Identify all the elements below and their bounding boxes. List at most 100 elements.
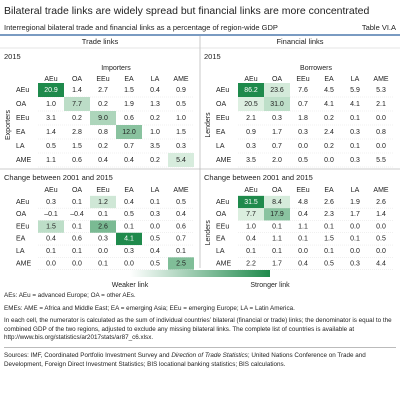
cell-shade — [168, 153, 194, 167]
cell-value: 0.0 — [376, 143, 386, 150]
cell-value: 7.7 — [246, 211, 256, 218]
cell-value: 0.5 — [150, 236, 160, 243]
cell-value: 0.0 — [98, 248, 108, 255]
cell-value: 3.5 — [150, 143, 160, 150]
legend-high: Stronger link — [250, 282, 290, 289]
cell-value: 0.1 — [72, 199, 82, 206]
figure: Bilateral trade links are widely spread … — [0, 5, 400, 289]
row-label: LA — [16, 248, 25, 255]
row-label: EEu — [16, 223, 29, 230]
column-header: EEu — [296, 76, 309, 83]
cell-value: 0.1 — [150, 199, 160, 206]
cell-value: 0.1 — [324, 248, 334, 255]
cell-value: 1.1 — [46, 157, 56, 164]
panel-heading: Trade links — [82, 37, 119, 46]
cell-value: 2.6 — [98, 223, 108, 230]
cell-shade — [264, 97, 290, 111]
cell-value: 7.6 — [298, 87, 308, 94]
row-label: EA — [16, 129, 26, 136]
legend-gradient — [130, 270, 270, 277]
cell-value: 0.0 — [350, 248, 360, 255]
cell-value: 0.8 — [376, 129, 386, 136]
cell-value: 0.3 — [350, 260, 360, 267]
note: EMEs: AME = Africa and Middle East; EA =… — [4, 304, 295, 312]
cell-value: 0.4 — [176, 211, 186, 218]
cell-value: 0.9 — [176, 87, 186, 94]
cell-shade — [64, 97, 90, 111]
cell-value: 0.2 — [150, 157, 160, 164]
row-label: AEu — [16, 199, 29, 206]
column-header: EA — [124, 76, 134, 83]
cell-value: 2.7 — [98, 87, 108, 94]
row-label: EA — [216, 236, 226, 243]
cell-shade — [238, 97, 264, 111]
cell-value: 31.0 — [270, 101, 284, 108]
notes: AEs: AEu = advanced Europe; OA = other A… — [4, 292, 396, 369]
cell-value: 2.8 — [72, 129, 82, 136]
cell-value: 0.6 — [72, 236, 82, 243]
side-label: Lenders — [205, 112, 212, 138]
cell-value: 0.4 — [150, 87, 160, 94]
cell-value: 86.2 — [244, 87, 258, 94]
cell-value: 2.2 — [246, 260, 256, 267]
cell-value: 20.5 — [244, 101, 258, 108]
cell-value: 0.6 — [72, 157, 82, 164]
cell-value: 1.0 — [176, 115, 186, 122]
cell-value: 0.7 — [298, 101, 308, 108]
cell-value: 8.4 — [272, 199, 282, 206]
column-header: AEu — [244, 187, 257, 194]
cell-value: 0.0 — [298, 143, 308, 150]
row-label: EEu — [16, 115, 29, 122]
cell-shade — [264, 83, 290, 97]
cell-value: 0.3 — [150, 211, 160, 218]
cell-value: 0.9 — [246, 129, 256, 136]
cell-shade — [238, 208, 264, 221]
cell-value: 4.1 — [324, 101, 334, 108]
column-header: EEu — [296, 187, 309, 194]
cell-value: 0.5 — [124, 211, 134, 218]
cell-value: 1.0 — [150, 129, 160, 136]
column-header: AEu — [244, 76, 257, 83]
cell-value: 9.0 — [98, 115, 108, 122]
cell-value: 0.2 — [150, 115, 160, 122]
cell-shade — [116, 232, 142, 246]
cell-value: 0.1 — [176, 248, 186, 255]
cell-shade — [238, 83, 264, 97]
cell-value: 0.3 — [46, 199, 56, 206]
row-label: LA — [216, 143, 225, 150]
cell-value: 4.1 — [350, 101, 360, 108]
cell-value: 1.5 — [324, 236, 334, 243]
section-label: 2015 — [204, 52, 221, 61]
cell-value: 0.3 — [98, 236, 108, 243]
cell-value: 0.3 — [298, 129, 308, 136]
cell-value: 0.0 — [150, 223, 160, 230]
cell-value: 0.3 — [350, 157, 360, 164]
cell-value: 0.5 — [46, 143, 56, 150]
cell-value: 0.1 — [98, 260, 108, 267]
row-label: AME — [216, 260, 232, 267]
cell-value: 0.0 — [324, 157, 334, 164]
row-label: EA — [216, 129, 226, 136]
cell-value: 1.7 — [272, 260, 282, 267]
cell-value: 0.1 — [272, 223, 282, 230]
cell-value: 0.0 — [72, 260, 82, 267]
column-header: OA — [72, 76, 82, 83]
cell-value: 1.5 — [72, 143, 82, 150]
cell-value: 0.1 — [324, 223, 334, 230]
cell-value: 4.1 — [124, 236, 134, 243]
cell-value: 17.9 — [270, 211, 284, 218]
cell-value: 0.1 — [272, 248, 282, 255]
cell-value: 1.5 — [176, 129, 186, 136]
cell-value: 23.6 — [270, 87, 284, 94]
column-header: EA — [324, 76, 334, 83]
cell-value: 0.0 — [124, 260, 134, 267]
cell-value: 1.1 — [272, 236, 282, 243]
cell-value: 0.2 — [98, 101, 108, 108]
cell-value: 2.0 — [272, 157, 282, 164]
column-header: OA — [272, 76, 282, 83]
cell-value: –0.4 — [70, 211, 84, 218]
cell-value: 0.2 — [72, 115, 82, 122]
cell-value: 1.4 — [72, 87, 82, 94]
cell-value: 2.6 — [376, 199, 386, 206]
cell-shade — [168, 257, 194, 270]
